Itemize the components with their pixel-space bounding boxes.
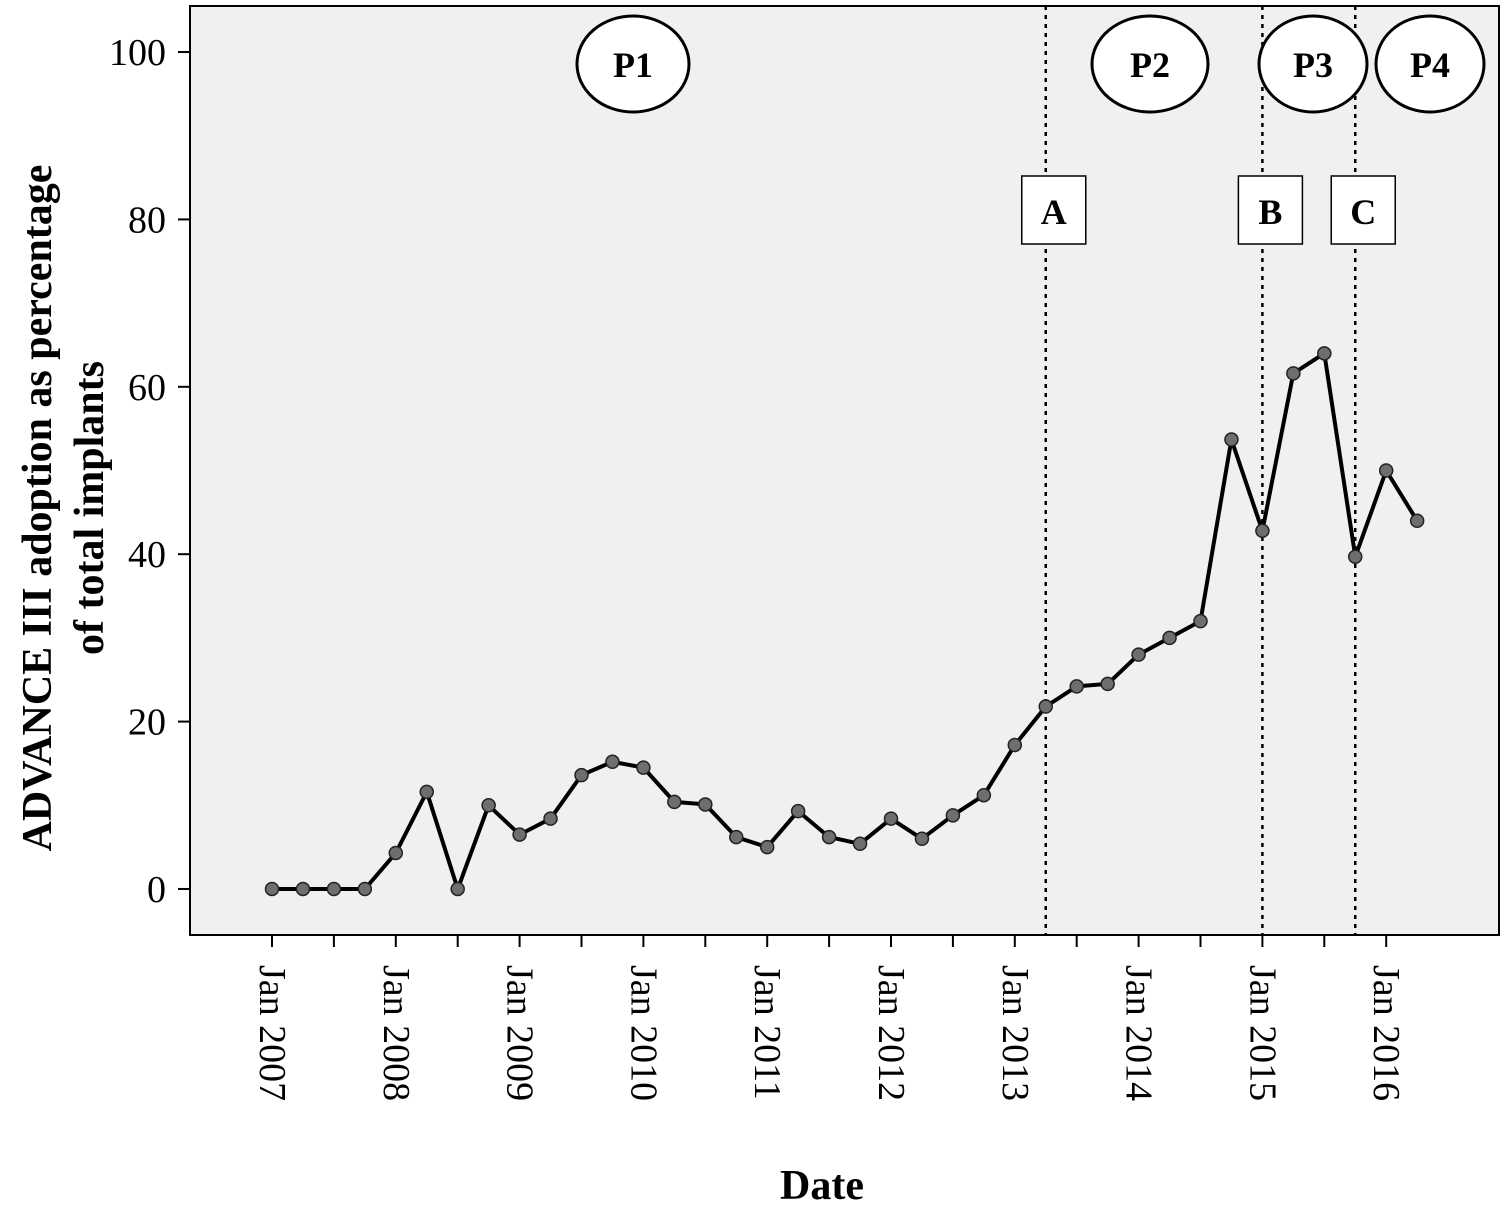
x-tick-label-9: Jan 2016 (1365, 965, 1407, 1101)
data-point-24 (1007, 737, 1023, 753)
y-tick-label-60: 60 (128, 367, 166, 409)
event-lines: A B C (1021, 6, 1396, 935)
event-label-C: C (1350, 192, 1376, 232)
period-ellipse-P4 (1374, 14, 1486, 114)
data-point-29 (1162, 630, 1177, 646)
x-tick-label-8: Jan 2015 (1241, 965, 1283, 1101)
data-point-11 (605, 754, 620, 770)
period-ellipse-P1 (575, 14, 691, 114)
event-box-B (1237, 175, 1304, 245)
x-tick-label-7: Jan 2014 (1118, 965, 1160, 1101)
data-point-5 (419, 784, 434, 800)
data-point-6 (450, 881, 465, 897)
data-point-9 (543, 811, 558, 826)
plot-area (189, 5, 1500, 936)
x-tick-label-0: Jan 2007 (251, 965, 293, 1101)
y-axis-title-line-2: of total implants (67, 361, 113, 655)
period-ellipse-P3 (1257, 14, 1369, 114)
x-tick-label-3: Jan 2010 (622, 965, 664, 1101)
data-point-13 (667, 794, 682, 810)
event-box-A (1021, 175, 1087, 245)
data-point-25 (1038, 699, 1053, 714)
data-point-37 (1409, 513, 1425, 528)
y-tick-label-100: 100 (109, 32, 166, 74)
y-axis-title-line-1: ADVANCE III adoption as percentage (15, 165, 61, 852)
data-point-17 (790, 803, 806, 819)
data-point-33 (1286, 366, 1301, 381)
data-point-18 (821, 829, 837, 845)
period-label-P4: P4 (1410, 45, 1450, 85)
x-tick-label-1: Jan 2008 (375, 965, 417, 1101)
y-axis-tick-labels: 0 20 40 60 80 100 (109, 32, 166, 911)
period-label-P3: P3 (1293, 45, 1333, 85)
x-axis-ticks (271, 935, 1388, 947)
y-tick-label-20: 20 (128, 702, 166, 744)
event-box-C (1330, 175, 1396, 245)
x-tick-label-6: Jan 2013 (994, 965, 1036, 1101)
period-labels: P1 P2 P3 P4 (575, 14, 1486, 114)
data-point-16 (759, 839, 775, 855)
data-point-28 (1131, 647, 1146, 662)
data-point-19 (852, 836, 868, 852)
data-point-22 (945, 808, 961, 823)
x-tick-label-4: Jan 2011 (746, 965, 788, 1100)
data-point-30 (1193, 613, 1208, 629)
data-point-8 (512, 827, 527, 842)
data-point-0 (264, 881, 280, 897)
y-tick-label-40: 40 (128, 534, 166, 576)
y-tick-label-0: 0 (147, 869, 166, 911)
x-axis-tick-labels: Jan 2007 Jan 2008 Jan 2009 Jan 2010 Jan 2011… (251, 965, 1407, 1101)
x-tick-label-5: Jan 2012 (870, 965, 912, 1101)
data-point-15 (729, 829, 744, 845)
data-point-20 (883, 811, 899, 826)
event-label-B: B (1258, 192, 1282, 232)
period-label-P1: P1 (613, 45, 653, 85)
x-tick-label-2: Jan 2009 (499, 965, 541, 1101)
data-point-36 (1378, 463, 1394, 478)
data-point-4 (388, 845, 404, 861)
series-line (272, 351, 1419, 891)
x-axis-title: Date (780, 1163, 864, 1207)
series-markers (264, 346, 1425, 897)
data-point-12 (636, 760, 651, 775)
data-point-2 (326, 881, 342, 897)
data-point-21 (914, 831, 930, 847)
data-point-35 (1348, 549, 1363, 564)
data-point-1 (295, 881, 311, 897)
y-axis-ticks (178, 51, 190, 890)
data-point-26 (1069, 679, 1084, 694)
data-point-10 (574, 767, 589, 783)
period-label-P2: P2 (1130, 45, 1170, 85)
data-point-23 (976, 787, 992, 803)
data-point-34 (1317, 346, 1332, 361)
event-label-A: A (1041, 192, 1067, 232)
y-tick-label-80: 80 (128, 199, 166, 241)
data-point-32 (1255, 523, 1270, 539)
data-point-7 (481, 798, 496, 813)
period-ellipse-P2 (1090, 14, 1210, 114)
data-point-31 (1224, 432, 1239, 447)
data-point-14 (698, 797, 713, 812)
data-point-3 (357, 881, 373, 897)
data-point-27 (1100, 676, 1115, 692)
